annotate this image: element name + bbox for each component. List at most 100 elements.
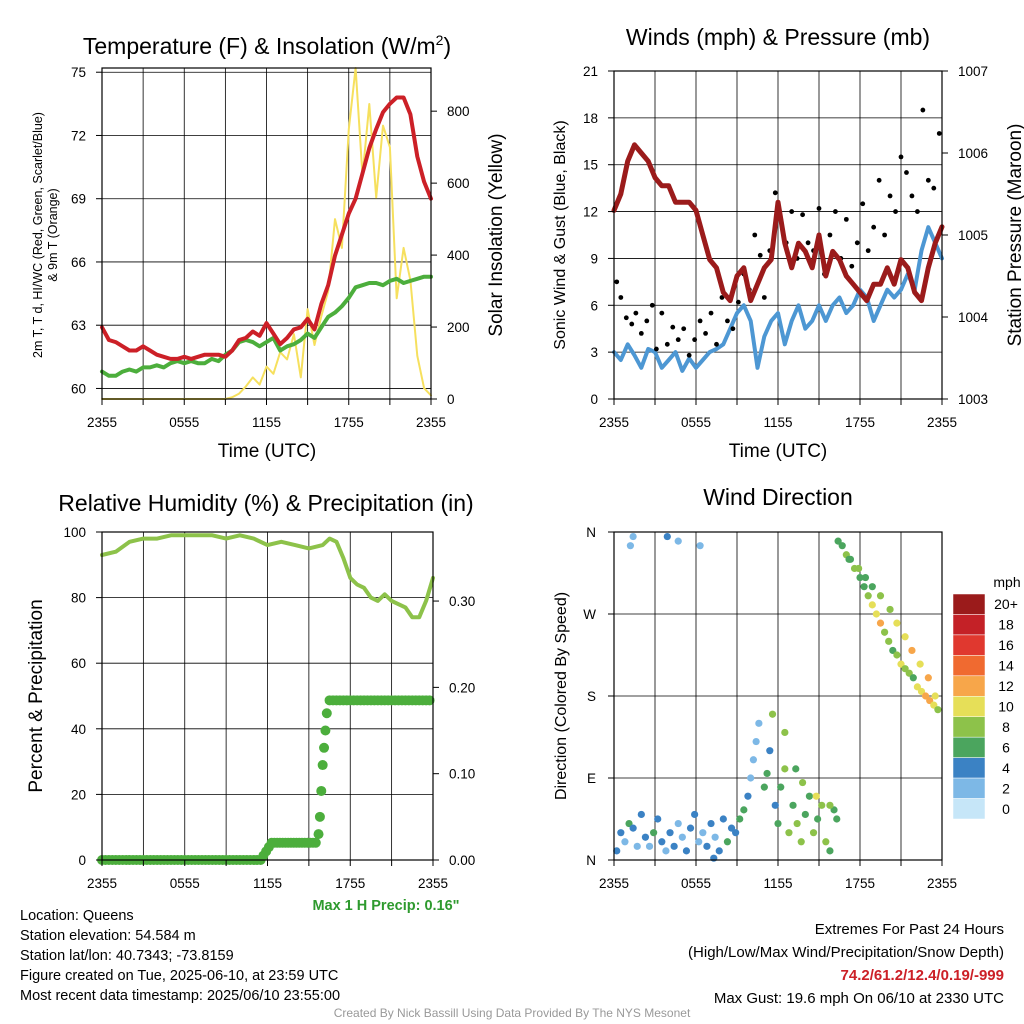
x-tick-label: 1755 [334,415,364,430]
direction-point [744,792,752,800]
gust-point [925,177,931,183]
direction-point [645,842,654,850]
gust-point [735,299,741,305]
y-tick-label: 80 [71,591,86,606]
direction-point [777,783,785,791]
direction-point [674,537,682,545]
gust-point [893,209,898,214]
colorbar-swatch [952,736,986,758]
colorbar-swatch [952,716,986,738]
direction-point [885,637,893,645]
location-text: Location: Queens [20,908,134,924]
direction-point [781,765,789,773]
direction-point [763,769,771,778]
y-tick-label: 0 [78,853,86,868]
direction-point [670,842,678,850]
y-tick-label: 3 [590,345,598,360]
direction-point [766,747,774,755]
direction-point [723,838,732,846]
y-right-tick-label: 0.00 [449,853,475,868]
gust-point [629,321,635,327]
direction-point [674,819,682,828]
direction-point [699,829,707,837]
x-tick-label: 2355 [599,876,629,891]
y-right-tick-label: 0 [447,392,455,407]
colorbar-swatch [952,634,986,656]
extremes-title: Extremes For Past 24 Hours [814,921,1004,938]
direction-point [793,819,801,828]
colorbar-label: 14 [998,658,1014,674]
colorbar-swatch [952,757,986,779]
gust-point [633,310,639,316]
direction-point [678,833,686,841]
colorbar-label: 16 [998,637,1014,653]
y-tick-label: 69 [71,192,86,207]
y-tick-label: 60 [71,656,86,671]
y-tick-label: 72 [71,128,86,143]
direction-point [792,765,800,773]
y-tick-label: 12 [583,205,598,220]
temperature-panel: Temperature (F) & Insolation (W/m2) 2355… [31,32,507,462]
direction-point [785,829,793,837]
direction-point [797,838,805,846]
y-right-tick-label: 1005 [958,228,988,243]
direction-point [662,847,670,855]
direction-point [845,555,853,563]
dewpoint-line [100,274,433,378]
direction-point [801,810,809,819]
colorbar-label: 2 [1002,780,1010,796]
y-right-tick-label: 1007 [958,64,988,79]
direction-point [908,646,916,655]
gust-point [686,352,692,358]
x-tick-label: 1755 [335,876,365,891]
precip-point [314,811,325,822]
direction-point [755,719,763,727]
gust-point [931,185,937,191]
gust-point [692,337,698,343]
direction-point [809,829,818,837]
direction-point [691,810,699,819]
station-info: Location: Queens Station elevation: 54.5… [20,906,340,1006]
direction-point [617,829,625,837]
gust-point [909,193,915,199]
humidity-title: Relative Humidity (%) & Precipitation (i… [58,490,473,516]
direction-point [711,833,719,841]
x-tick-label: 1155 [252,415,281,430]
direction-point [633,842,641,850]
wind-direction-panel: Wind Direction 2355 0555 1155 1755 2355NESWN… [553,484,1021,891]
direction-point [781,728,789,737]
direction-point [886,605,894,614]
colorbar-label: 6 [1002,739,1010,755]
direction-tick-label: N [586,525,596,540]
y-tick-label: 6 [590,298,598,313]
direction-point [868,583,876,591]
colorbar-swatch [952,696,986,717]
y-tick-label: 20 [71,787,86,802]
gust-point [816,206,822,211]
direction-point [876,592,885,600]
direction-point [752,737,760,746]
colorbar-label: 4 [1002,760,1010,776]
direction-point [629,824,637,832]
gust-point [800,212,805,218]
precip-point [313,829,324,840]
gust-point [670,324,676,330]
direction-point [868,601,876,609]
x-tick-label: 1755 [845,415,875,430]
direction-point [715,847,723,855]
direction-point [856,573,864,582]
winds-xlabel: Time (UTC) [729,441,828,462]
gust-point [789,209,795,214]
direction-tick-label: E [587,771,596,786]
temperature-title: Temperature (F) & Insolation (W/m2) [83,32,451,59]
y-tick-label: 15 [583,158,598,173]
direction-point [814,815,822,823]
gust-point [659,310,665,316]
x-tick-label: 1155 [763,415,792,430]
gust-point [772,190,778,196]
direction-point [621,838,629,846]
direction-point [747,774,755,782]
gust-point [833,209,838,214]
direction-point [740,806,748,814]
